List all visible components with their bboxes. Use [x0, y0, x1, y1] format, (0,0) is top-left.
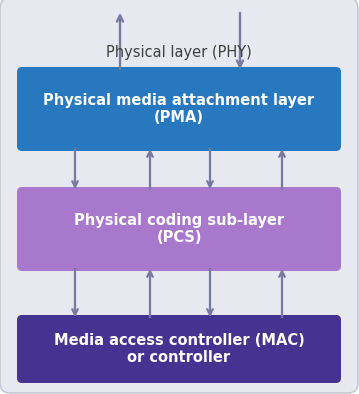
FancyBboxPatch shape — [17, 67, 341, 151]
Text: Physical media attachment layer
(PMA): Physical media attachment layer (PMA) — [43, 93, 314, 125]
Text: Physical coding sub-layer
(PCS): Physical coding sub-layer (PCS) — [74, 213, 284, 245]
Text: Media access controller (MAC)
or controller: Media access controller (MAC) or control… — [53, 333, 304, 365]
Text: Physical layer (PHY): Physical layer (PHY) — [106, 45, 252, 59]
FancyBboxPatch shape — [17, 315, 341, 383]
FancyBboxPatch shape — [17, 187, 341, 271]
